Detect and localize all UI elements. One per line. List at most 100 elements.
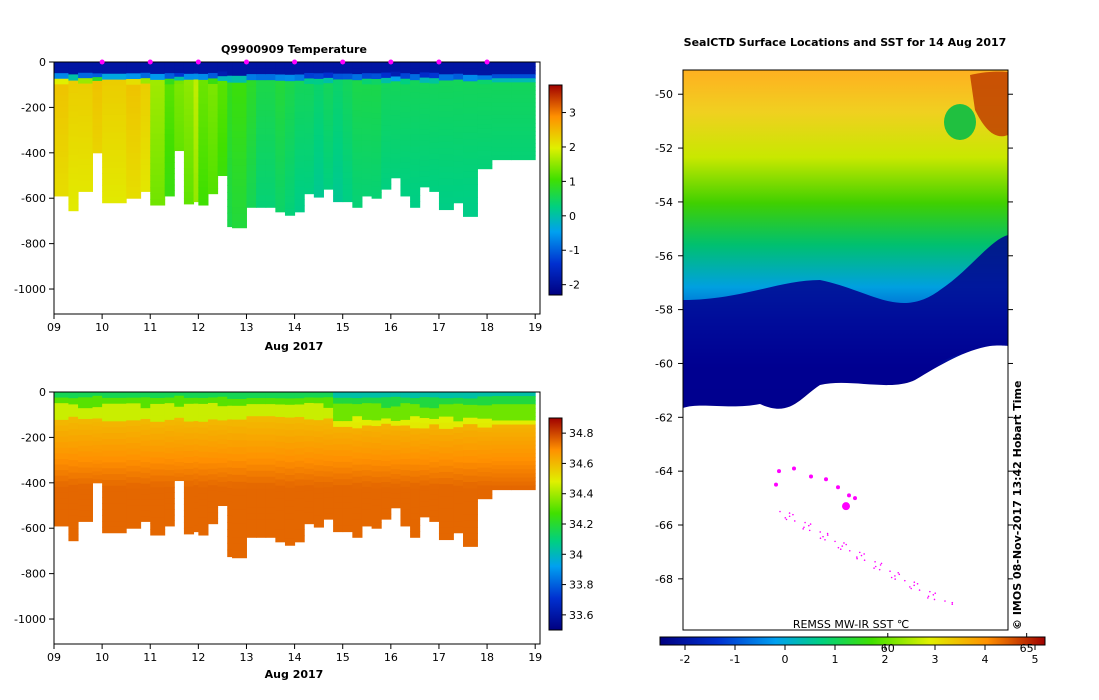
section-cell	[463, 488, 478, 496]
y-tick-label: -400	[21, 147, 46, 160]
section-cell	[207, 67, 219, 74]
section-cell	[400, 101, 411, 108]
section-cell	[256, 189, 267, 196]
section-cell	[256, 92, 267, 99]
section-cell	[463, 107, 478, 114]
section-cell	[164, 179, 175, 186]
section-cell	[284, 519, 296, 527]
section-cell	[265, 146, 276, 154]
section-cell	[265, 470, 276, 478]
section-cell	[410, 201, 421, 208]
section-cell	[361, 486, 373, 493]
section-cell	[140, 142, 151, 149]
section-cell	[275, 392, 286, 399]
section-cell	[463, 533, 478, 541]
section-cell	[491, 127, 512, 132]
section-cell	[227, 501, 233, 510]
section-cell	[227, 75, 233, 84]
section-cell	[183, 421, 195, 428]
section-cell	[256, 183, 267, 190]
section-cell	[371, 79, 382, 86]
section-cell	[284, 189, 296, 197]
section-cell	[429, 83, 440, 90]
section-cell	[256, 86, 267, 93]
section-cell	[438, 80, 454, 88]
section-cell	[140, 159, 151, 165]
section-cell	[275, 174, 286, 182]
section-cell	[429, 121, 440, 128]
section-cell	[78, 175, 93, 182]
section-cell	[256, 476, 267, 484]
section-cell	[265, 440, 276, 447]
section-cell	[352, 513, 363, 520]
section-cell	[463, 197, 478, 205]
section-cell	[438, 86, 454, 94]
section-cell	[284, 196, 296, 203]
section-cell	[227, 137, 233, 145]
section-cell	[217, 104, 228, 110]
colorbar-tick-label: 33.8	[569, 579, 594, 592]
track-dot	[889, 570, 891, 573]
section-cell	[429, 456, 440, 463]
map-y-tick-label: -64	[655, 465, 673, 478]
section-cell	[284, 164, 296, 172]
section-cell	[193, 195, 199, 203]
section-cell	[294, 516, 305, 524]
section-cell	[352, 464, 363, 472]
section-cell	[352, 416, 363, 423]
section-cell	[275, 485, 286, 493]
section-cell	[477, 445, 493, 451]
section-cell	[126, 124, 142, 131]
section-cell	[438, 148, 454, 155]
section-cell	[217, 444, 228, 450]
section-cell	[381, 67, 392, 74]
section-cell	[333, 149, 344, 156]
section-cell	[126, 426, 142, 433]
section-cell	[381, 88, 392, 95]
section-cell	[126, 454, 142, 461]
section-cell	[410, 464, 421, 472]
sst-celsius-label: 5	[1032, 653, 1039, 666]
section-cell	[429, 126, 440, 133]
section-cell	[491, 106, 512, 112]
section-cell	[429, 142, 440, 149]
section-cell	[92, 403, 103, 408]
section-cell	[256, 164, 267, 172]
section-cell	[491, 70, 512, 75]
section-cell	[477, 485, 493, 491]
section-cell	[246, 434, 257, 441]
section-cell	[419, 171, 430, 177]
section-cell	[140, 169, 151, 176]
x-tick-label: 18	[480, 321, 494, 334]
section-cell	[150, 463, 166, 470]
section-cell	[92, 107, 103, 112]
section-cell	[429, 424, 440, 431]
section-cell	[227, 144, 233, 152]
section-cell	[352, 404, 363, 411]
section-cell	[102, 444, 127, 452]
section-cell	[438, 435, 454, 442]
section-cell	[390, 158, 401, 164]
section-cell	[390, 90, 401, 97]
section-cell	[126, 471, 142, 478]
section-cell	[217, 453, 228, 459]
section-cell	[150, 62, 166, 69]
section-cell	[333, 85, 344, 92]
section-cell	[371, 164, 382, 171]
section-cell	[313, 146, 324, 153]
section-cell	[174, 117, 185, 122]
section-cell	[78, 418, 93, 425]
section-cell	[453, 415, 464, 422]
section-cell	[429, 451, 440, 458]
section-cell	[463, 164, 478, 172]
section-cell	[453, 155, 464, 163]
section-cell	[217, 118, 228, 124]
section-cell	[150, 397, 166, 405]
section-cell	[126, 175, 142, 182]
section-cell	[227, 467, 233, 475]
section-cell	[150, 109, 166, 117]
section-cell	[207, 171, 219, 178]
section-cell	[361, 84, 373, 91]
salinity-cells	[54, 392, 536, 559]
section-cell	[294, 168, 305, 175]
